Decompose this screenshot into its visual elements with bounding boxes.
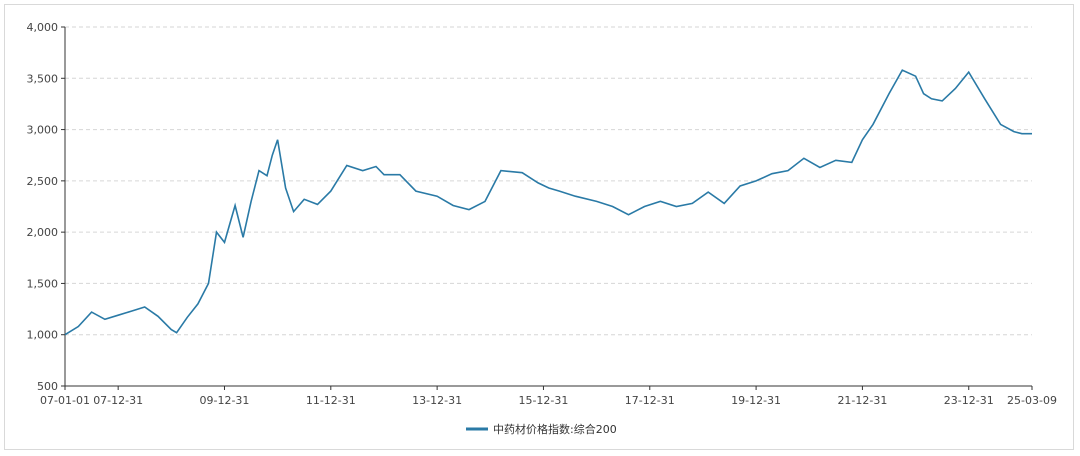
x-tick-label: 07-12-31 (93, 394, 143, 407)
x-tick-label: 17-12-31 (625, 394, 675, 407)
y-tick-label: 1,000 (27, 329, 59, 342)
axes (64, 27, 1032, 387)
x-tick-label: 25-03-09 (1007, 394, 1057, 407)
x-tick-label: 13-12-31 (412, 394, 462, 407)
x-tick-label: 15-12-31 (518, 394, 568, 407)
x-tick-label: 19-12-31 (731, 394, 781, 407)
x-axis-ticks: 07-01-01 07-12-31 09-12-31 11-12-31 13-12-31… (40, 386, 1057, 407)
chart-frame (4, 4, 1074, 450)
y-tick-label: 1,500 (27, 277, 59, 290)
y-tick-label: 3,000 (27, 124, 59, 137)
x-tick-label: 23-12-31 (944, 394, 994, 407)
y-tick-label: 3,500 (27, 72, 59, 85)
x-tick-label: 21-12-31 (837, 394, 887, 407)
legend[interactable]: 中药材价格指数:综合200 (466, 422, 617, 436)
y-tick-label: 2,500 (27, 175, 59, 188)
gridlines (65, 26, 1032, 336)
y-tick-label: 4,000 (27, 21, 59, 34)
y-tick-label: 2,000 (27, 226, 59, 239)
series-line (64, 69, 1032, 336)
x-tick-label: 07-01-01 (40, 394, 90, 407)
y-axis-ticks: 500 1,000 1,500 2,000 2,500 3,000 3,500 4,000 (27, 21, 65, 393)
x-tick-label: 11-12-31 (306, 394, 356, 407)
y-tick-label: 500 (37, 380, 58, 393)
x-tick-label: 09-12-31 (200, 394, 250, 407)
legend-label: 中药材价格指数:综合200 (493, 422, 617, 436)
